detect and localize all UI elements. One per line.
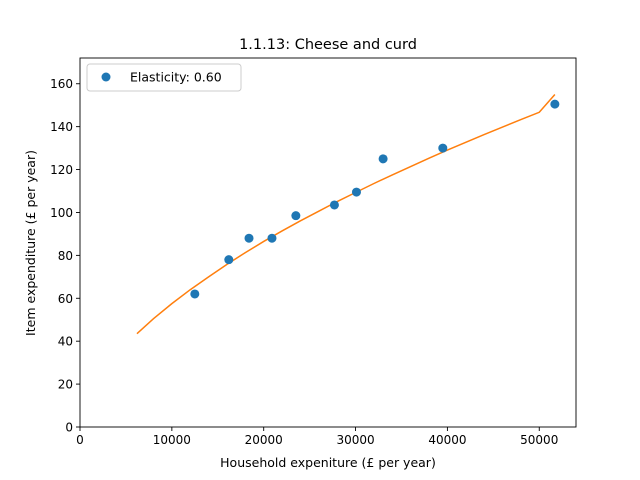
y-tick-label: 160 [50, 77, 73, 91]
data-point [329, 200, 339, 210]
y-tick-label: 120 [50, 163, 73, 177]
y-tick-label: 80 [58, 249, 73, 263]
y-tick-label: 100 [50, 206, 73, 220]
y-tick-label: 20 [58, 378, 73, 392]
x-tick-label: 50000 [520, 433, 558, 447]
legend-label: Elasticity: 0.60 [130, 70, 222, 85]
chart-title: 1.1.13: Cheese and curd [239, 37, 417, 53]
legend: Elasticity: 0.60 [86, 63, 242, 92]
data-point [267, 233, 277, 243]
x-tick-label: 20000 [245, 433, 283, 447]
fit-line [136, 93, 556, 335]
data-point [438, 143, 448, 153]
x-tick-label: 10000 [153, 433, 191, 447]
data-point [378, 154, 388, 164]
y-axis-label: Item expenditure (£ per year) [23, 150, 38, 336]
axes: 0 10000 20000 30000 40000 50000 0 20 40 60 80 100 12… [50, 57, 577, 447]
x-tick-label: 0 [76, 433, 84, 447]
plot-frame [79, 57, 577, 428]
plot-area [136, 93, 560, 335]
data-point [244, 233, 254, 243]
legend-box [86, 63, 242, 92]
x-tick-label: 30000 [336, 433, 374, 447]
x-axis-label: Household expeniture (£ per year) [220, 455, 436, 470]
y-tick-label: 60 [58, 292, 73, 306]
data-point [291, 211, 301, 221]
y-tick-label: 0 [65, 421, 73, 435]
legend-marker [101, 72, 111, 82]
y-tick-label: 140 [50, 120, 73, 134]
x-tick-label: 40000 [428, 433, 466, 447]
data-point [550, 99, 560, 109]
data-point [351, 187, 361, 197]
data-point [190, 289, 200, 299]
y-tick-label: 40 [58, 335, 73, 349]
data-point [224, 255, 234, 265]
